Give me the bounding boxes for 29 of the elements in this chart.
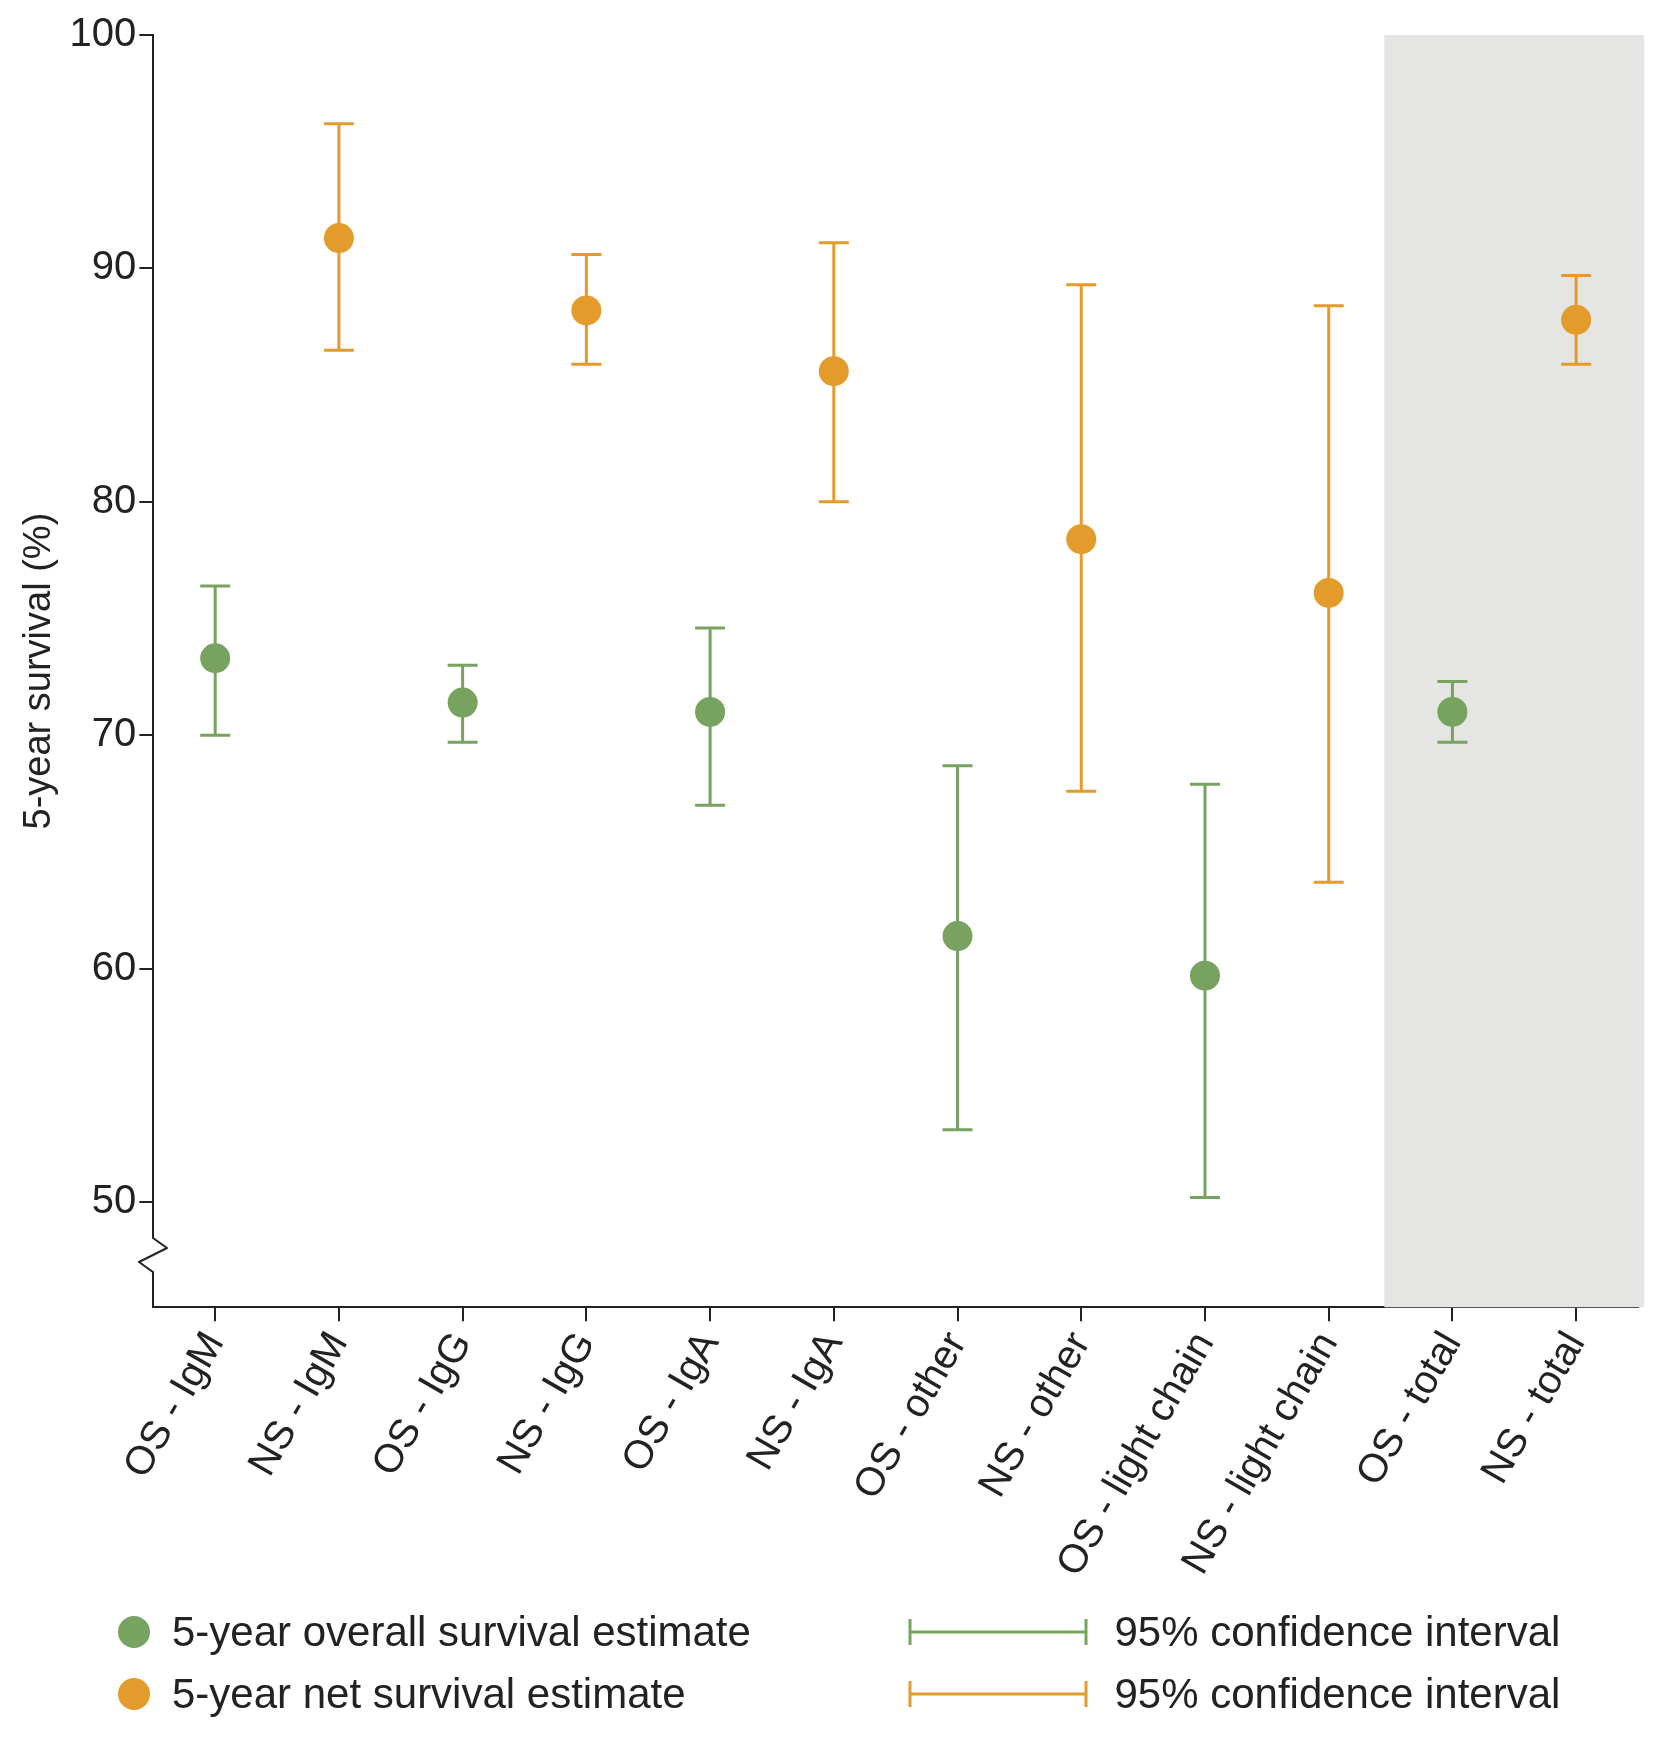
y-tick-label: 70 xyxy=(91,710,137,755)
y-tick-label: 90 xyxy=(91,243,137,288)
x-tick-label: OS - IgG xyxy=(362,1323,480,1483)
point xyxy=(818,356,849,387)
text: 95% confidence interval xyxy=(1114,1608,1561,1656)
y-axis-title: 5-year survival (%) xyxy=(16,512,59,830)
y-tick-label: 50 xyxy=(91,1177,137,1222)
legend-label: 5-year overall survival estimate xyxy=(172,1608,751,1656)
point xyxy=(942,921,973,952)
legend-label: 5-year net survival estimate xyxy=(172,1670,686,1718)
y-tick-label: 60 xyxy=(91,943,137,988)
point xyxy=(1189,960,1220,991)
point xyxy=(1437,696,1468,727)
x-tick-label: OS - IgM xyxy=(113,1323,232,1485)
point xyxy=(1561,304,1592,335)
point xyxy=(447,687,478,718)
x-tick-label: NS - IgM xyxy=(238,1323,356,1483)
point xyxy=(1313,577,1344,608)
x-tick-label: NS - IgG xyxy=(486,1323,603,1481)
point xyxy=(571,295,602,326)
point xyxy=(695,696,726,727)
point xyxy=(323,223,354,254)
y-tick-label: 80 xyxy=(91,476,137,521)
x-tick-label: OS - IgA xyxy=(611,1323,727,1479)
point xyxy=(200,643,231,674)
x-tick-label: NS - IgA xyxy=(736,1323,851,1477)
point xyxy=(1066,524,1097,555)
text: 95% confidence interval xyxy=(1114,1670,1561,1718)
y-tick-label: 100 xyxy=(69,10,137,55)
